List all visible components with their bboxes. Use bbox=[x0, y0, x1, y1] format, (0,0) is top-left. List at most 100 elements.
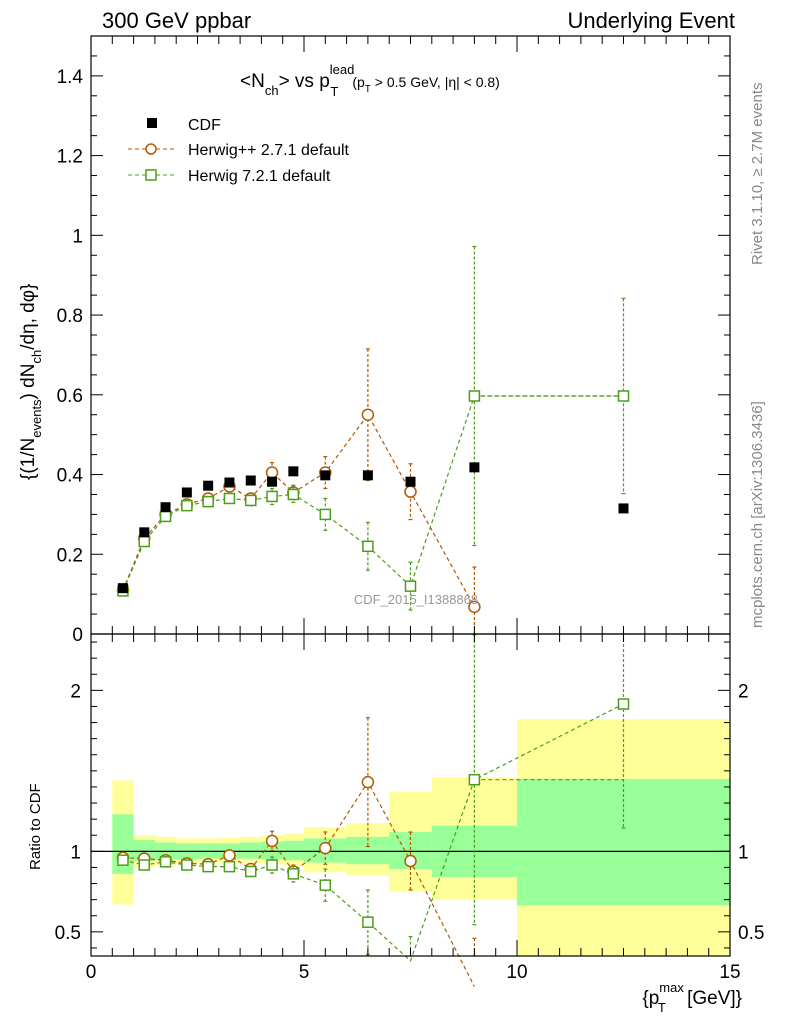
data-point bbox=[223, 492, 236, 505]
cdf-point bbox=[618, 503, 629, 514]
cdf-point bbox=[245, 475, 256, 486]
xlabel-max: max bbox=[659, 980, 684, 995]
x-tick-label: 0 bbox=[86, 962, 97, 983]
data-point bbox=[266, 490, 278, 503]
header-right: Underlying Event bbox=[567, 8, 735, 33]
data-point bbox=[245, 865, 257, 878]
data-point bbox=[468, 773, 481, 786]
cdf-point bbox=[469, 462, 480, 473]
cdf-point bbox=[320, 470, 331, 481]
data-point bbox=[319, 841, 332, 855]
data-point bbox=[138, 859, 150, 871]
y-tick-label: 0.2 bbox=[57, 545, 83, 566]
data-point bbox=[287, 488, 300, 501]
y-tick-label: 0.8 bbox=[57, 306, 83, 327]
title-ch-sub: ch bbox=[265, 83, 279, 98]
data-point bbox=[117, 854, 129, 866]
data-point bbox=[468, 600, 481, 614]
data-point bbox=[404, 580, 417, 592]
data-point bbox=[159, 510, 172, 523]
ratio-y-tick-label-right: 2 bbox=[738, 681, 749, 702]
legend-marker-cdf bbox=[147, 118, 157, 128]
title-main: <N bbox=[240, 71, 265, 92]
data-point bbox=[266, 859, 278, 871]
data-point bbox=[319, 508, 332, 521]
data-point bbox=[265, 834, 279, 848]
ylabel-ch: ch bbox=[29, 350, 44, 364]
watermark: CDF_2015_I1388868 bbox=[354, 592, 478, 607]
xlabel-a: {p bbox=[642, 988, 659, 1009]
y-tick-label: 1.2 bbox=[57, 147, 83, 168]
data-point bbox=[319, 879, 332, 891]
band-inner bbox=[282, 840, 304, 861]
band-inner bbox=[240, 842, 262, 859]
main-title: <Nch> vs plead T(pT > 0.5 GeV, |η| < 0.8) bbox=[240, 62, 500, 99]
y-tick-label: 0 bbox=[72, 625, 83, 646]
y-tick-label: 1.4 bbox=[57, 67, 84, 88]
cdf-point bbox=[181, 487, 192, 498]
data-point bbox=[181, 499, 193, 512]
y-tick-label: 0.6 bbox=[57, 386, 83, 407]
main-frame bbox=[90, 35, 731, 635]
y-tick-label: 0.4 bbox=[57, 466, 84, 487]
title-vs: > vs p bbox=[279, 71, 330, 92]
legend-label-herwig7: Herwig 7.2.1 default bbox=[188, 168, 331, 185]
main-panel: 0 0.2 0.4 0.6 0.8 1 1.2 1.4 bbox=[57, 35, 731, 646]
data-point bbox=[159, 856, 172, 868]
xlabel-T: T bbox=[658, 1000, 666, 1015]
legend-label-cdf: CDF bbox=[188, 117, 221, 134]
ratio-y-tick-label-left: 0.5 bbox=[55, 923, 81, 944]
xlabel-b: [GeV]} bbox=[682, 988, 742, 1009]
data-point bbox=[362, 540, 374, 553]
cdf-point bbox=[362, 470, 373, 481]
title-lead-sup: lead bbox=[330, 62, 355, 77]
data-point bbox=[617, 698, 630, 710]
cdf-point bbox=[203, 480, 214, 491]
ylabel-b: ) dN bbox=[18, 364, 39, 400]
title-cuts-a: (p bbox=[352, 74, 365, 90]
legend-marker-herwig7 bbox=[145, 169, 157, 181]
data-point bbox=[287, 868, 300, 880]
x-tick-label: 15 bbox=[719, 962, 740, 983]
ratio-ylabel: Ratio to CDF bbox=[27, 783, 44, 870]
ylabel-events: events bbox=[29, 399, 44, 438]
xlabel: {pmax T [GeV]} bbox=[642, 980, 742, 1015]
band-inner bbox=[346, 836, 390, 865]
data-point bbox=[202, 495, 214, 508]
data-point bbox=[202, 860, 214, 873]
cdf-point bbox=[139, 527, 150, 538]
x-tick-label: 5 bbox=[299, 962, 310, 983]
ratio-y-tick-label-left: 1 bbox=[70, 842, 81, 863]
data-point bbox=[223, 849, 236, 862]
data-point bbox=[404, 485, 417, 498]
title-cuts-b: > 0.5 GeV, |η| < 0.8) bbox=[371, 74, 500, 90]
ratio-y-tick-label-right: 0.5 bbox=[738, 923, 764, 944]
y-tick-label: 1 bbox=[72, 226, 83, 247]
main-ylabel: {(1/Nevents) dNch/dη, dφ} bbox=[18, 284, 44, 480]
data-point bbox=[265, 466, 279, 479]
title-cuts-T: T bbox=[365, 84, 371, 95]
ratio-panel: 0 5 10 15 0.5 0.5 1 1 2 2 bbox=[55, 633, 764, 987]
data-point bbox=[404, 854, 417, 868]
cdf-point bbox=[117, 583, 128, 594]
legend-label-herwigpp: Herwig++ 2.7.1 default bbox=[188, 142, 350, 159]
data-point bbox=[361, 775, 375, 789]
cdf-point bbox=[267, 476, 278, 487]
data-point bbox=[223, 860, 236, 873]
data-point bbox=[181, 859, 193, 871]
cdf-point bbox=[405, 476, 416, 487]
legend-marker-herwigpp bbox=[145, 143, 157, 155]
x-tick-label: 10 bbox=[506, 962, 527, 983]
data-point bbox=[617, 390, 630, 402]
cdf-point bbox=[288, 466, 299, 477]
data-point bbox=[468, 390, 481, 402]
cdf-point bbox=[160, 502, 171, 513]
band-inner bbox=[517, 778, 730, 906]
cdf-point bbox=[224, 477, 235, 488]
data-point bbox=[361, 408, 375, 421]
header-left: 300 GeV ppbar bbox=[102, 8, 251, 33]
ylabel-c: /dη, dφ} bbox=[18, 284, 39, 350]
data-point bbox=[245, 494, 257, 507]
ylabel-a: {(1/N bbox=[18, 438, 39, 480]
